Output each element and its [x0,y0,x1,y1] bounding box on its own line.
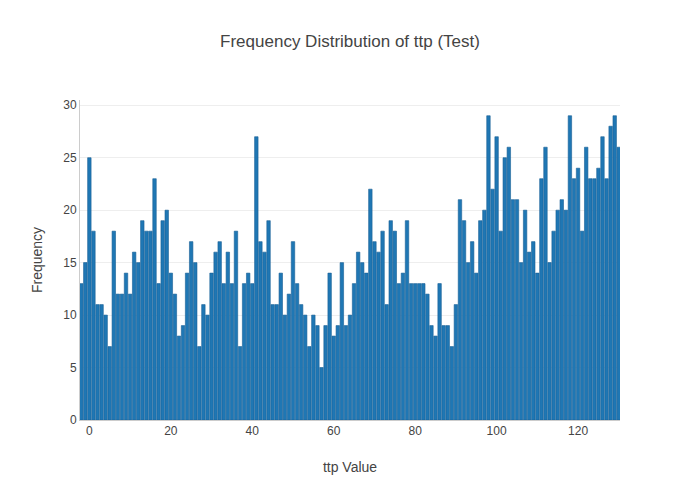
svg-text:10: 10 [63,308,77,322]
svg-text:ttp Value: ttp Value [323,459,377,475]
svg-text:100: 100 [487,424,507,438]
svg-text:0: 0 [70,413,77,427]
svg-text:40: 40 [246,424,260,438]
svg-text:60: 60 [327,424,341,438]
svg-text:120: 120 [568,424,588,438]
svg-text:Frequency: Frequency [29,227,45,293]
svg-text:0: 0 [86,424,93,438]
svg-text:20: 20 [164,424,178,438]
svg-text:80: 80 [408,424,422,438]
svg-text:5: 5 [70,361,77,375]
svg-text:25: 25 [63,151,77,165]
svg-text:20: 20 [63,203,77,217]
svg-text:30: 30 [63,98,77,112]
svg-text:Frequency Distribution of ttp: Frequency Distribution of ttp (Test) [220,32,480,51]
svg-text:15: 15 [63,256,77,270]
